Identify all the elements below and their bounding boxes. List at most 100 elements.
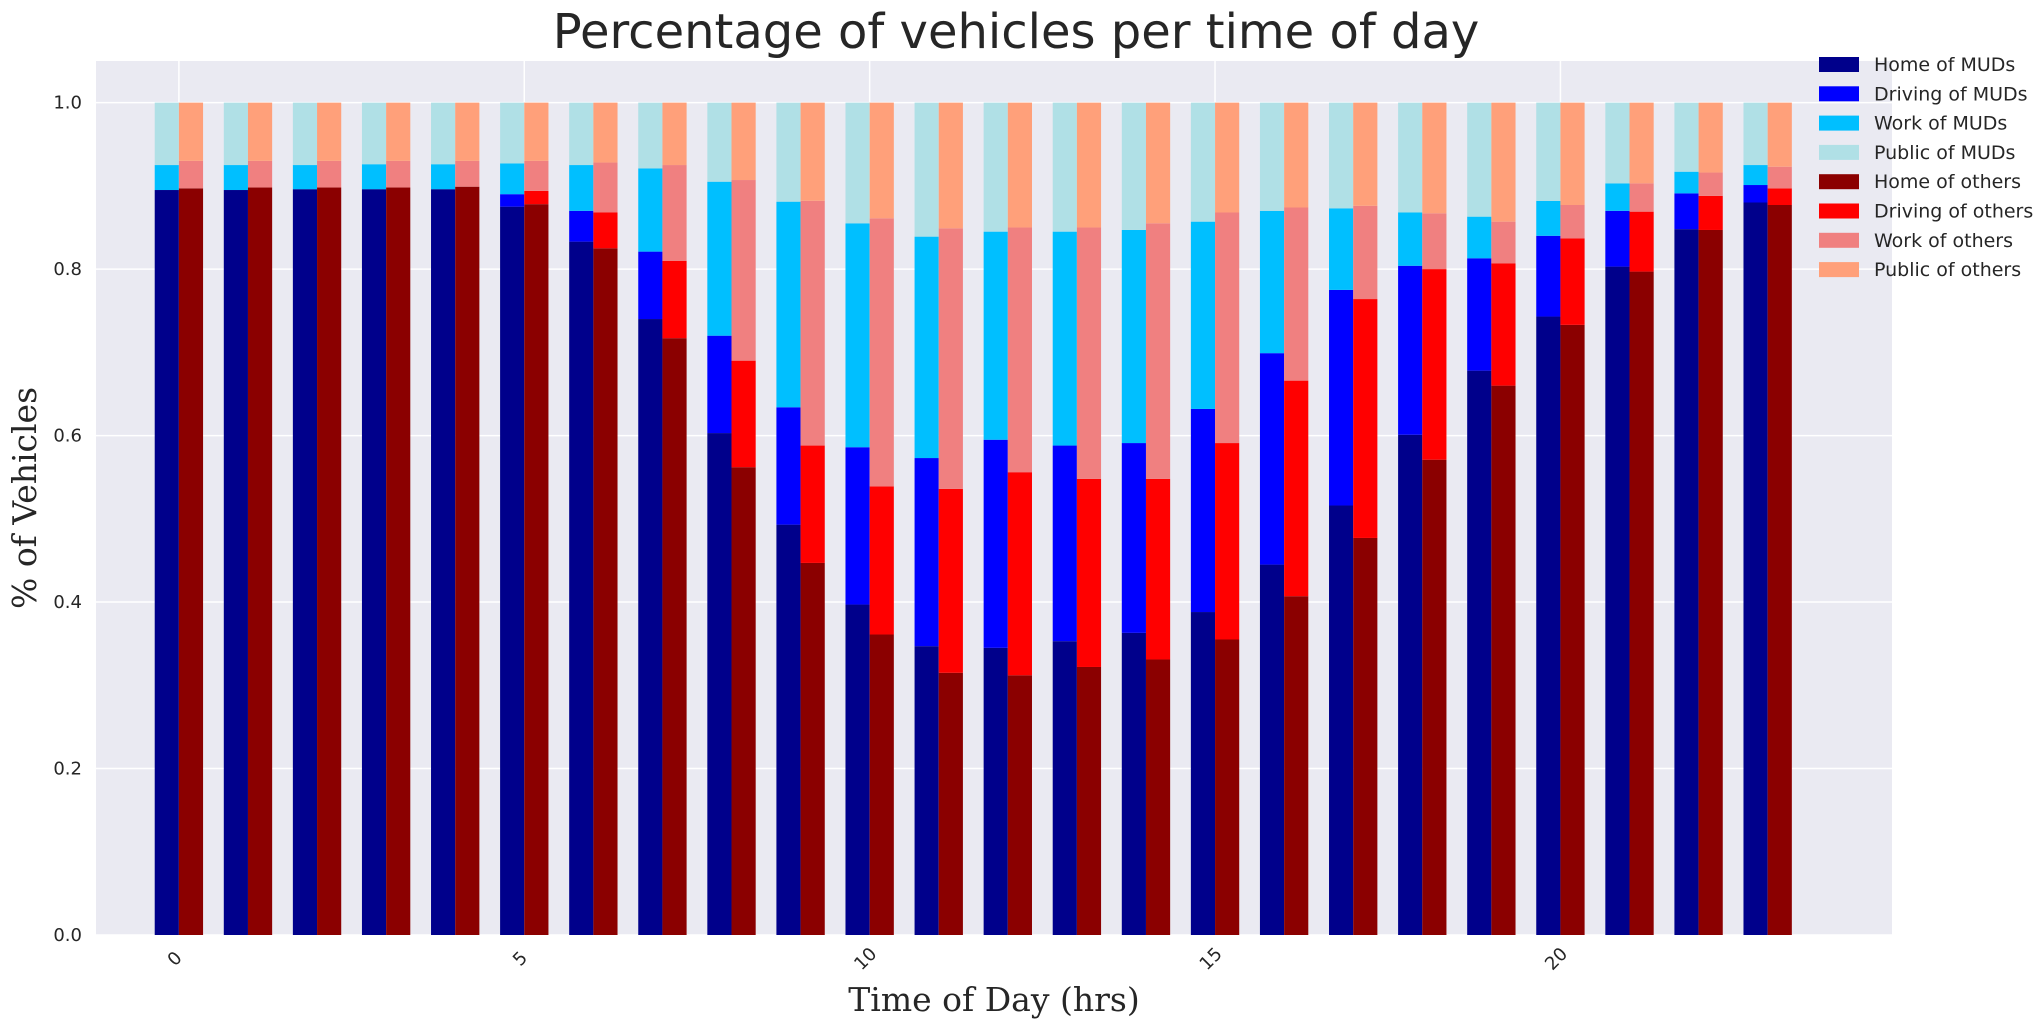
x-tick-label: 5 — [509, 948, 532, 971]
bar-segment — [1422, 269, 1447, 460]
bar-segment — [569, 241, 594, 936]
bar-segment — [223, 165, 248, 191]
bar-segment — [638, 168, 663, 252]
bar-segment — [983, 102, 1008, 232]
bar-segment — [1052, 231, 1077, 446]
bar-segment — [1767, 205, 1792, 936]
bar-segment — [845, 604, 870, 935]
bar-segment — [1629, 102, 1654, 184]
bar-segment — [983, 439, 1008, 648]
bar-segment — [1560, 238, 1585, 325]
bar-segment — [1284, 596, 1309, 935]
bar-segment — [292, 165, 318, 190]
bar-segment — [1052, 641, 1077, 935]
bar-segment — [707, 433, 732, 935]
bar-segment — [1329, 208, 1354, 290]
bar-segment — [1190, 102, 1216, 222]
chart-title: Percentage of vehicles per time of day — [553, 4, 1480, 60]
bar-segment — [1605, 102, 1630, 184]
bar-segment — [386, 102, 411, 161]
bar-segment — [1491, 221, 1516, 264]
bar-segment — [178, 102, 204, 161]
bar-segment — [1076, 478, 1102, 667]
bar-segment — [983, 231, 1008, 440]
bar-segment — [869, 486, 894, 635]
bar-segment — [247, 187, 273, 935]
bar-segment — [1190, 221, 1216, 409]
bar-segment — [776, 102, 801, 202]
bar-segment — [1698, 102, 1723, 173]
bar-segment — [1674, 102, 1699, 172]
bar-segment — [707, 335, 732, 434]
bar-segment — [1767, 188, 1792, 206]
bars — [154, 102, 1792, 936]
y-axis-label: % of Vehicles — [5, 387, 44, 609]
bar-segment — [1145, 223, 1171, 479]
legend-swatch — [1819, 57, 1859, 72]
bar-segment — [1398, 212, 1423, 266]
bar-segment — [1467, 102, 1492, 217]
bar-segment — [662, 260, 687, 339]
bar-segment — [1284, 207, 1309, 381]
bar-segment — [1190, 612, 1216, 935]
legend-label: Home of MUDs — [1874, 54, 2015, 76]
bar-segment — [1353, 537, 1378, 935]
bar-segment — [1605, 183, 1630, 211]
legend-swatch — [1819, 203, 1859, 219]
legend: Home of MUDs Driving of MUDs Work of MUDs P… — [1819, 54, 2033, 281]
legend-label: Public of MUDs — [1874, 142, 2015, 164]
bar-segment — [1491, 385, 1516, 936]
x-tick-label: 10 — [850, 944, 881, 975]
bar-segment — [1536, 235, 1561, 317]
y-tick-label: 0.4 — [53, 592, 82, 613]
x-axis-ticks: 0 5 10 15 20 — [164, 944, 1573, 975]
bar-segment — [1422, 459, 1447, 935]
bar-segment — [1329, 102, 1354, 209]
bar-segment — [1398, 434, 1423, 935]
bar-segment — [431, 189, 456, 936]
bar-segment — [292, 189, 318, 936]
bar-segment — [593, 162, 618, 213]
bar-segment — [1076, 102, 1102, 228]
bar-segment — [1536, 316, 1561, 935]
y-tick-label: 0.0 — [53, 925, 82, 946]
bar-segment — [1215, 102, 1240, 213]
bar-segment — [638, 102, 663, 169]
bar-segment — [317, 160, 342, 188]
bar-segment — [845, 223, 870, 448]
bar-segment — [1259, 102, 1285, 211]
bar-segment — [1145, 478, 1171, 660]
bar-segment — [154, 190, 179, 935]
bar-segment — [1767, 102, 1792, 167]
bar-segment — [1007, 102, 1032, 228]
bar-segment — [707, 102, 732, 182]
bar-segment — [1698, 229, 1723, 935]
bar-segment — [1259, 353, 1285, 565]
bar-segment — [1353, 102, 1378, 206]
bar-segment — [1329, 289, 1354, 506]
bar-segment — [361, 189, 387, 936]
bar-segment — [361, 102, 387, 165]
bar-segment — [1605, 266, 1630, 935]
bar-segment — [800, 102, 825, 201]
bar-segment — [223, 102, 248, 166]
bar-segment — [1698, 195, 1723, 230]
bar-segment — [386, 160, 411, 188]
bar-segment — [914, 102, 939, 237]
bar-segment — [178, 188, 204, 936]
bar-segment — [1353, 299, 1378, 538]
bar-segment — [569, 210, 594, 242]
bar-segment — [1422, 102, 1447, 214]
bar-segment — [1329, 505, 1354, 935]
bar-segment — [154, 165, 179, 191]
legend-swatch — [1819, 174, 1859, 190]
legend-label: Work of MUDs — [1874, 113, 2007, 135]
bar-segment — [1743, 185, 1768, 203]
bar-segment — [662, 338, 687, 935]
bar-segment — [869, 218, 894, 487]
bar-segment — [455, 186, 480, 936]
bar-segment — [1767, 166, 1792, 189]
bar-segment — [1698, 172, 1723, 196]
bar-segment — [800, 200, 825, 446]
